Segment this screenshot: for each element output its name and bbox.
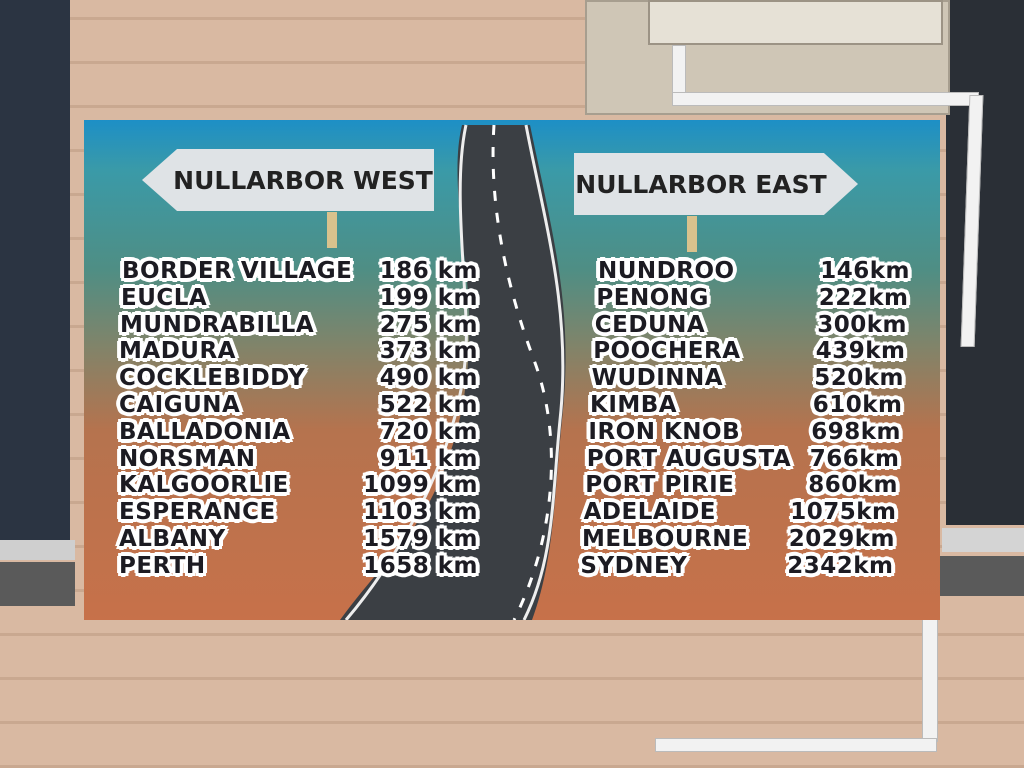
road-edge-right <box>522 124 565 620</box>
window-sill-right <box>942 528 1024 552</box>
east-place-name: KIMBA <box>590 392 678 418</box>
west-title: NULLARBOR WEST <box>173 165 433 195</box>
west-distance: 911 km <box>379 445 478 472</box>
west-distance: 522 km <box>379 392 478 418</box>
road-illustration <box>340 124 566 620</box>
east-place-name: PORT PIRIE <box>585 472 735 499</box>
east-place-name: WUDINNA <box>591 365 724 392</box>
signpost-west <box>327 212 337 248</box>
east-distance: 2342km <box>787 552 894 579</box>
west-distance: 1099 km <box>363 472 478 499</box>
west-place-name: MADURA <box>119 338 236 365</box>
east-distance: 766km <box>809 445 900 472</box>
air-conditioner-unit <box>648 0 943 45</box>
window-left <box>0 0 70 540</box>
window-ledge-left <box>0 562 75 606</box>
west-distance: 490 km <box>379 365 478 392</box>
east-place-name: IRON KNOB <box>588 418 741 445</box>
east-distance: 860km <box>808 472 898 499</box>
east-place-name: PORT AUGUSTA <box>586 445 792 472</box>
east-place-name: SYDNEY <box>580 552 688 579</box>
east-place-name: NUNDROO <box>598 258 735 284</box>
east-place-name: PENONG <box>596 284 709 311</box>
window-ledge-right <box>940 556 1024 596</box>
west-distance: 186 km <box>379 258 478 284</box>
pipe <box>672 92 979 106</box>
window-sill-left <box>0 540 75 560</box>
west-place-name: NORSMAN <box>119 445 256 472</box>
west-place-name: KALGOORLIE <box>119 472 289 499</box>
west-place-name: PERTH <box>119 552 206 579</box>
east-place-name: MELBOURNE <box>582 526 749 552</box>
nullarbor-distance-sign: NULLARBOR WEST NULLARBOR EAST BORDER VIL… <box>84 120 940 620</box>
west-place-name: ESPERANCE <box>119 499 276 526</box>
west-distance: 1579 km <box>363 526 478 552</box>
west-distance: 720 km <box>379 418 478 445</box>
west-distance: 373 km <box>379 338 478 365</box>
east-distance: 222km <box>818 284 909 311</box>
east-distance: 146km <box>820 258 910 284</box>
west-distance: 275 km <box>379 311 478 338</box>
road-surface <box>340 125 566 620</box>
east-distance: 300km <box>817 311 907 338</box>
east-distance: 698km <box>811 418 901 445</box>
east-distance: 610km <box>812 392 903 418</box>
west-place-name: BORDER VILLAGE <box>122 258 353 284</box>
west-place-name: MUNDRABILLA <box>120 311 315 338</box>
road-centre-line <box>491 124 553 620</box>
west-distance: 1658 km <box>363 552 478 579</box>
east-place-name: ADELAIDE <box>583 499 717 526</box>
west-place-name: COCKLEBIDDY <box>119 365 306 392</box>
west-distance: 1103 km <box>363 499 478 526</box>
road-edge-left <box>344 124 468 620</box>
west-place-name: CAIGUNA <box>119 392 241 418</box>
west-arrow-sign: NULLARBOR WEST <box>142 149 434 211</box>
window-right <box>946 0 1024 525</box>
west-distance: 199 km <box>379 284 478 311</box>
west-place-name: ALBANY <box>119 526 226 552</box>
east-place-name: CEDUNA <box>594 311 706 338</box>
east-arrow-sign: NULLARBOR EAST <box>574 153 858 215</box>
east-place-name: POOCHERA <box>593 338 741 365</box>
east-distance: 439km <box>815 338 906 365</box>
west-place-name: BALLADONIA <box>119 418 291 445</box>
west-place-name: EUCLA <box>121 284 208 311</box>
east-distance: 520km <box>814 365 904 392</box>
east-distance: 2029km <box>788 526 895 552</box>
east-title: NULLARBOR EAST <box>575 169 827 199</box>
signpost-east <box>687 216 697 252</box>
pipe <box>655 738 937 752</box>
east-distance: 1075km <box>790 499 897 526</box>
